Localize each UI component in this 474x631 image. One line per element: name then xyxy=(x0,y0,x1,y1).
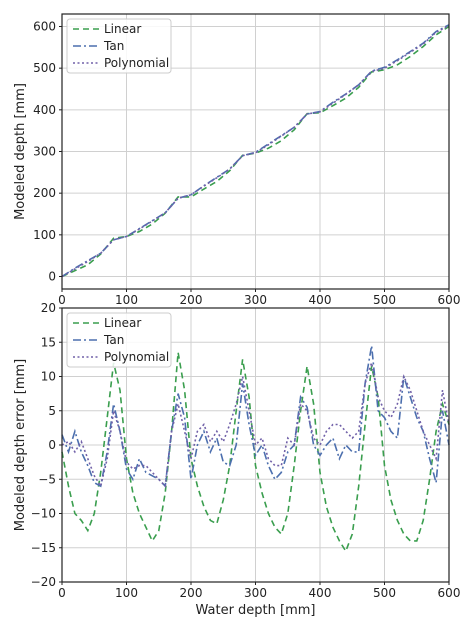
y-tick-label: 15 xyxy=(41,335,56,349)
x-tick-label: 100 xyxy=(115,293,138,307)
y-tick-label: −10 xyxy=(31,507,56,521)
y-tick-label: 600 xyxy=(33,20,56,34)
y-axis-label: Modeled depth error [mm] xyxy=(13,359,28,531)
x-tick-label: 200 xyxy=(180,586,203,600)
legend-label-linear: Linear xyxy=(104,22,141,36)
x-tick-label: 0 xyxy=(58,586,66,600)
legend-label-polynomial: Polynomial xyxy=(104,56,169,70)
x-tick-label: 400 xyxy=(309,586,332,600)
y-tick-label: 500 xyxy=(33,61,56,75)
x-tick-label: 500 xyxy=(373,293,396,307)
legend-box xyxy=(66,18,172,74)
y-tick-label: −5 xyxy=(38,472,56,486)
y-axis-label: Modeled depth [mm] xyxy=(13,83,28,220)
y-tick-label: 0 xyxy=(48,438,56,452)
x-tick-label: 300 xyxy=(244,586,267,600)
y-tick-label: 200 xyxy=(33,186,56,200)
legend-label-tan: Tan xyxy=(103,39,124,53)
y-tick-label: 20 xyxy=(41,301,56,315)
x-tick-label: 0 xyxy=(58,293,66,307)
legend: Linear Tan Polynomial xyxy=(66,312,172,368)
legend-label-linear: Linear xyxy=(104,316,141,330)
legend-label-tan: Tan xyxy=(103,333,124,347)
y-tick-label: 0 xyxy=(48,270,56,284)
legend: Linear Tan Polynomial xyxy=(66,18,172,74)
x-tick-label: 600 xyxy=(438,586,461,600)
legend-label-polynomial: Polynomial xyxy=(104,350,169,364)
x-tick-label: 400 xyxy=(309,293,332,307)
series-line-linear xyxy=(61,352,450,553)
y-tick-label: 100 xyxy=(33,228,56,242)
y-tick-label: −20 xyxy=(31,575,56,589)
series-line-tan xyxy=(61,24,450,278)
y-tick-label: 400 xyxy=(33,103,56,117)
legend-box xyxy=(66,312,172,368)
y-tick-label: 300 xyxy=(33,145,56,159)
series-line-polynomial xyxy=(61,24,450,278)
x-tick-label: 600 xyxy=(438,293,461,307)
series-line-tan xyxy=(61,345,450,488)
x-tick-label: 100 xyxy=(115,586,138,600)
error-chart: 0 100 200 300 400 500 600 −20 −15 −10 −5 0 5 10 15 20 Mo… xyxy=(13,301,460,618)
y-tick-label: −15 xyxy=(31,541,56,555)
x-axis-label: Water depth [mm] xyxy=(195,603,315,618)
depth-chart: 0 100 200 300 400 500 600 0 100 200 300 400 500 600 Mo… xyxy=(13,13,461,307)
y-tick-label: 10 xyxy=(41,370,56,384)
x-tick-label: 500 xyxy=(373,586,396,600)
x-tick-label: 200 xyxy=(180,293,203,307)
y-tick-label: 5 xyxy=(48,404,56,418)
x-tick-label: 300 xyxy=(244,293,267,307)
